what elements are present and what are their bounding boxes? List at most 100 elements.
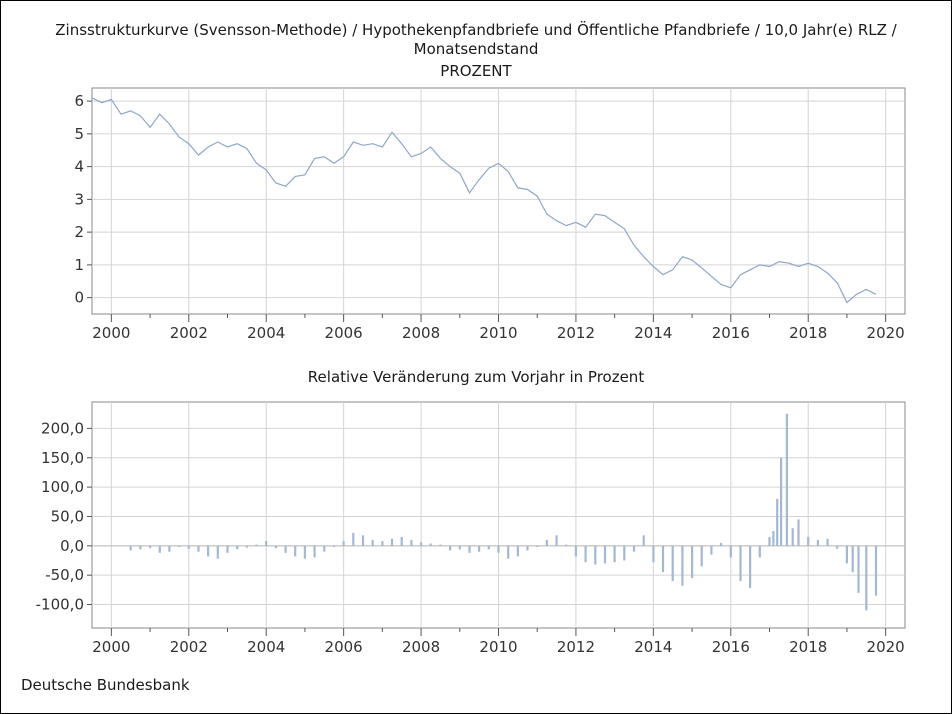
bar bbox=[536, 545, 539, 547]
bar bbox=[851, 545, 854, 573]
bar bbox=[797, 519, 800, 546]
bar bbox=[478, 545, 481, 552]
y-tick-label: 200,0 bbox=[41, 419, 84, 437]
bar bbox=[449, 545, 452, 551]
y-tick-label: -50,0 bbox=[45, 566, 84, 584]
bar bbox=[197, 545, 200, 552]
bar bbox=[526, 545, 529, 551]
bar bbox=[772, 531, 775, 546]
x-tick-label: 2006 bbox=[325, 638, 363, 656]
bar bbox=[785, 413, 788, 546]
bar bbox=[749, 545, 752, 589]
y-tick-label: 100,0 bbox=[41, 478, 84, 496]
y-tick-label: 0 bbox=[74, 289, 84, 307]
x-tick-label: 2000 bbox=[92, 638, 130, 656]
y-tick-label: 6 bbox=[74, 92, 84, 110]
y-tick-label: 4 bbox=[74, 158, 84, 176]
chart-title-line2: Monatsendstand bbox=[413, 40, 539, 58]
bar bbox=[158, 545, 161, 553]
bar bbox=[313, 545, 316, 558]
bar bbox=[574, 545, 577, 557]
bar bbox=[700, 545, 703, 567]
bar bbox=[681, 545, 684, 586]
bar bbox=[332, 545, 336, 547]
bar bbox=[584, 545, 587, 563]
bar bbox=[791, 528, 794, 546]
y-tick-label: 0,0 bbox=[60, 537, 84, 555]
bar bbox=[661, 545, 665, 573]
bar bbox=[284, 545, 287, 553]
footer-source: Deutsche Bundesbank bbox=[21, 676, 190, 694]
x-tick-label: 2002 bbox=[170, 638, 208, 656]
bar bbox=[245, 545, 248, 548]
bar bbox=[400, 537, 403, 546]
bar bbox=[216, 545, 219, 559]
bar bbox=[139, 545, 142, 550]
bar bbox=[420, 542, 423, 546]
bar bbox=[255, 544, 258, 546]
x-tick-label: 2018 bbox=[789, 324, 827, 342]
bar bbox=[429, 543, 432, 546]
bar bbox=[565, 544, 568, 546]
bar bbox=[632, 545, 636, 552]
y-tick-label: 1 bbox=[74, 256, 84, 274]
bar bbox=[294, 545, 297, 557]
bar bbox=[776, 498, 779, 546]
bar bbox=[149, 545, 152, 549]
bar bbox=[729, 545, 732, 558]
bar bbox=[516, 545, 519, 557]
x-tick-label: 2008 bbox=[402, 638, 440, 656]
x-tick-label: 2014 bbox=[634, 324, 672, 342]
bar bbox=[207, 545, 210, 557]
bar bbox=[178, 545, 181, 547]
bar bbox=[768, 537, 771, 546]
bar bbox=[720, 542, 723, 546]
bar bbox=[381, 541, 384, 546]
bar bbox=[691, 545, 694, 579]
x-tick-label: 2020 bbox=[867, 324, 905, 342]
bar bbox=[836, 545, 839, 549]
bar bbox=[865, 545, 868, 611]
bar bbox=[642, 535, 645, 546]
bar bbox=[129, 545, 132, 551]
bar bbox=[594, 545, 597, 565]
bar bbox=[780, 457, 783, 546]
bar bbox=[390, 538, 394, 546]
bar bbox=[739, 545, 742, 581]
x-tick-label: 2014 bbox=[634, 638, 672, 656]
bar bbox=[439, 544, 442, 546]
bar bbox=[603, 545, 607, 564]
x-tick-label: 2000 bbox=[92, 324, 130, 342]
bar bbox=[652, 545, 655, 563]
bar bbox=[342, 541, 345, 546]
x-tick-label: 2018 bbox=[789, 638, 827, 656]
bar bbox=[874, 545, 878, 596]
x-tick-label: 2016 bbox=[712, 324, 750, 342]
bar bbox=[371, 539, 374, 546]
bar bbox=[497, 545, 500, 553]
bar bbox=[352, 532, 355, 546]
bar bbox=[187, 545, 190, 549]
bar bbox=[274, 545, 277, 549]
y-tick-label: 2 bbox=[74, 223, 84, 241]
y-tick-label: 3 bbox=[74, 190, 84, 208]
x-tick-label: 2012 bbox=[557, 638, 595, 656]
bar bbox=[361, 535, 365, 546]
x-tick-label: 2016 bbox=[712, 638, 750, 656]
bar bbox=[826, 538, 829, 546]
bar bbox=[857, 545, 860, 593]
bar bbox=[545, 539, 548, 546]
y-tick-label: 5 bbox=[74, 125, 84, 143]
y-tick-label: -100,0 bbox=[36, 596, 84, 614]
bar bbox=[816, 539, 819, 546]
x-tick-label: 2002 bbox=[170, 324, 208, 342]
chart-title-unit: PROZENT bbox=[440, 62, 512, 80]
chart-title-line1: Zinsstrukturkurve (Svensson-Methode) / H… bbox=[55, 21, 897, 39]
bar bbox=[623, 545, 626, 561]
x-tick-label: 2020 bbox=[867, 638, 905, 656]
bar bbox=[226, 545, 229, 553]
bar bbox=[168, 545, 171, 552]
x-tick-label: 2012 bbox=[557, 324, 595, 342]
bar bbox=[807, 537, 810, 546]
